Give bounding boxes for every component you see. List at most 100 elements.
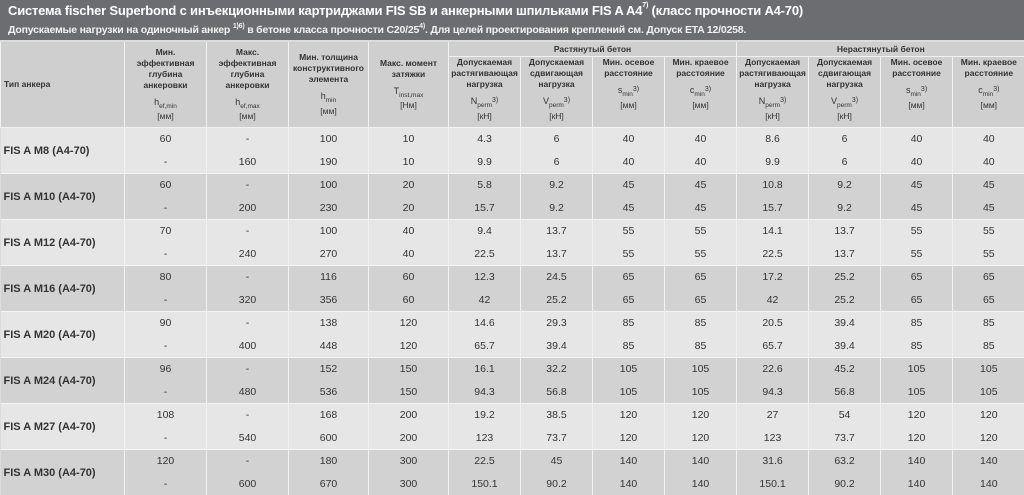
table-cell: 150.1 [737, 473, 809, 495]
table-cell: - [125, 427, 207, 450]
col-symbol: smin3) [883, 85, 950, 100]
sym-footnote: 3) [564, 97, 570, 104]
table-cell: 105 [593, 381, 665, 404]
table-cell: 65 [593, 289, 665, 312]
table-cell: 55 [593, 243, 665, 266]
table-cell: 120 [665, 404, 737, 427]
col-symbol: smin3) [595, 85, 662, 100]
table-cell: 200 [207, 197, 289, 220]
anchor-type-cell: FIS A M30 (A4-70) [1, 450, 125, 495]
table-cell: 120 [125, 450, 207, 473]
table-cell: 105 [953, 381, 1024, 404]
table-cell: 9.4 [449, 220, 521, 243]
table-cell: 140 [881, 450, 953, 473]
table-cell: 85 [953, 312, 1024, 335]
sym-sub: perm [837, 102, 852, 109]
table-cell: 85 [593, 312, 665, 335]
table-cell: 55 [593, 220, 665, 243]
table-cell: 56.8 [521, 381, 593, 404]
table-cell: 65 [953, 289, 1024, 312]
table-cell: 94.3 [737, 381, 809, 404]
table-cell: 600 [289, 427, 369, 450]
table-cell: - [207, 358, 289, 381]
col-unit: [мм] [127, 111, 204, 122]
title-bar: Система fischer Superbond с инъекционным… [0, 0, 1024, 40]
col-label: Допускаемая растягивающая нагрузка [739, 57, 806, 89]
table-cell: 38.5 [521, 404, 593, 427]
table-cell: 160 [207, 151, 289, 174]
table-cell: 480 [207, 381, 289, 404]
table-cell: 45 [593, 197, 665, 220]
table-cell: 39.4 [809, 312, 881, 335]
table-cell: 105 [953, 358, 1024, 381]
col-unit: [мм] [883, 100, 950, 111]
subtitle-footnote-1: 1)6) [233, 23, 245, 30]
table-cell: 73.7 [521, 427, 593, 450]
table-cell: 600 [207, 473, 289, 495]
table-cell: 16.1 [449, 358, 521, 381]
table-cell: 25.2 [521, 289, 593, 312]
table-cell: 140 [953, 450, 1024, 473]
col-label: Макс. эффективная глубина анкеровки [219, 47, 277, 90]
table-cell: 4.3 [449, 128, 521, 151]
anchor-type-cell: FIS A M16 (A4-70) [1, 266, 125, 312]
table-cell: 140 [665, 450, 737, 473]
table-cell: 13.7 [521, 220, 593, 243]
col-label: Мин. осевое расстояние [603, 57, 655, 78]
table-cell: - [125, 197, 207, 220]
table-cell: 670 [289, 473, 369, 495]
table-cell: 40 [593, 128, 665, 151]
table-cell: 120 [665, 427, 737, 450]
table-cell: 9.2 [521, 197, 593, 220]
page-subtitle: Допускаемые нагрузки на одиночный анкер … [8, 24, 746, 36]
col-symbol: Tinst,max [371, 86, 446, 101]
table-cell: 55 [665, 220, 737, 243]
anchor-type-cell: FIS A M24 (A4-70) [1, 358, 125, 404]
table-cell: 55 [881, 220, 953, 243]
table-cell: 15.7 [449, 197, 521, 220]
col-symbol: cmin3) [667, 85, 734, 100]
table-cell: 19.2 [449, 404, 521, 427]
table-cell: 90.2 [809, 473, 881, 495]
sym-sub: perm [549, 102, 564, 109]
table-cell: 25.2 [809, 289, 881, 312]
col-unit: [мм] [209, 111, 286, 122]
table-cell: 15.7 [737, 197, 809, 220]
table-cell: - [207, 128, 289, 151]
table-cell: - [125, 473, 207, 495]
sym-sub: min [694, 91, 704, 98]
sym-sub: min [910, 91, 920, 98]
table-cell: 105 [665, 381, 737, 404]
table-cell: 105 [881, 381, 953, 404]
col-unit: [кН] [523, 111, 590, 122]
table-cell: 55 [881, 243, 953, 266]
table-cell: 6 [521, 151, 593, 174]
table-cell: 29.3 [521, 312, 593, 335]
table-cell: 200 [369, 404, 449, 427]
table-cell: 10.8 [737, 174, 809, 197]
table-cell: 105 [593, 358, 665, 381]
table-cell: 8.6 [737, 128, 809, 151]
table-cell: 80 [125, 266, 207, 289]
table-cell: 190 [289, 151, 369, 174]
col-unit: [кН] [739, 111, 806, 122]
table-cell: 105 [665, 358, 737, 381]
table-cell: 45 [881, 197, 953, 220]
table-cell: 5.8 [449, 174, 521, 197]
table-cell: 116 [289, 266, 369, 289]
table-cell: 60 [369, 289, 449, 312]
table-cell: 123 [449, 427, 521, 450]
col-symbol: Vperm3) [811, 96, 878, 111]
